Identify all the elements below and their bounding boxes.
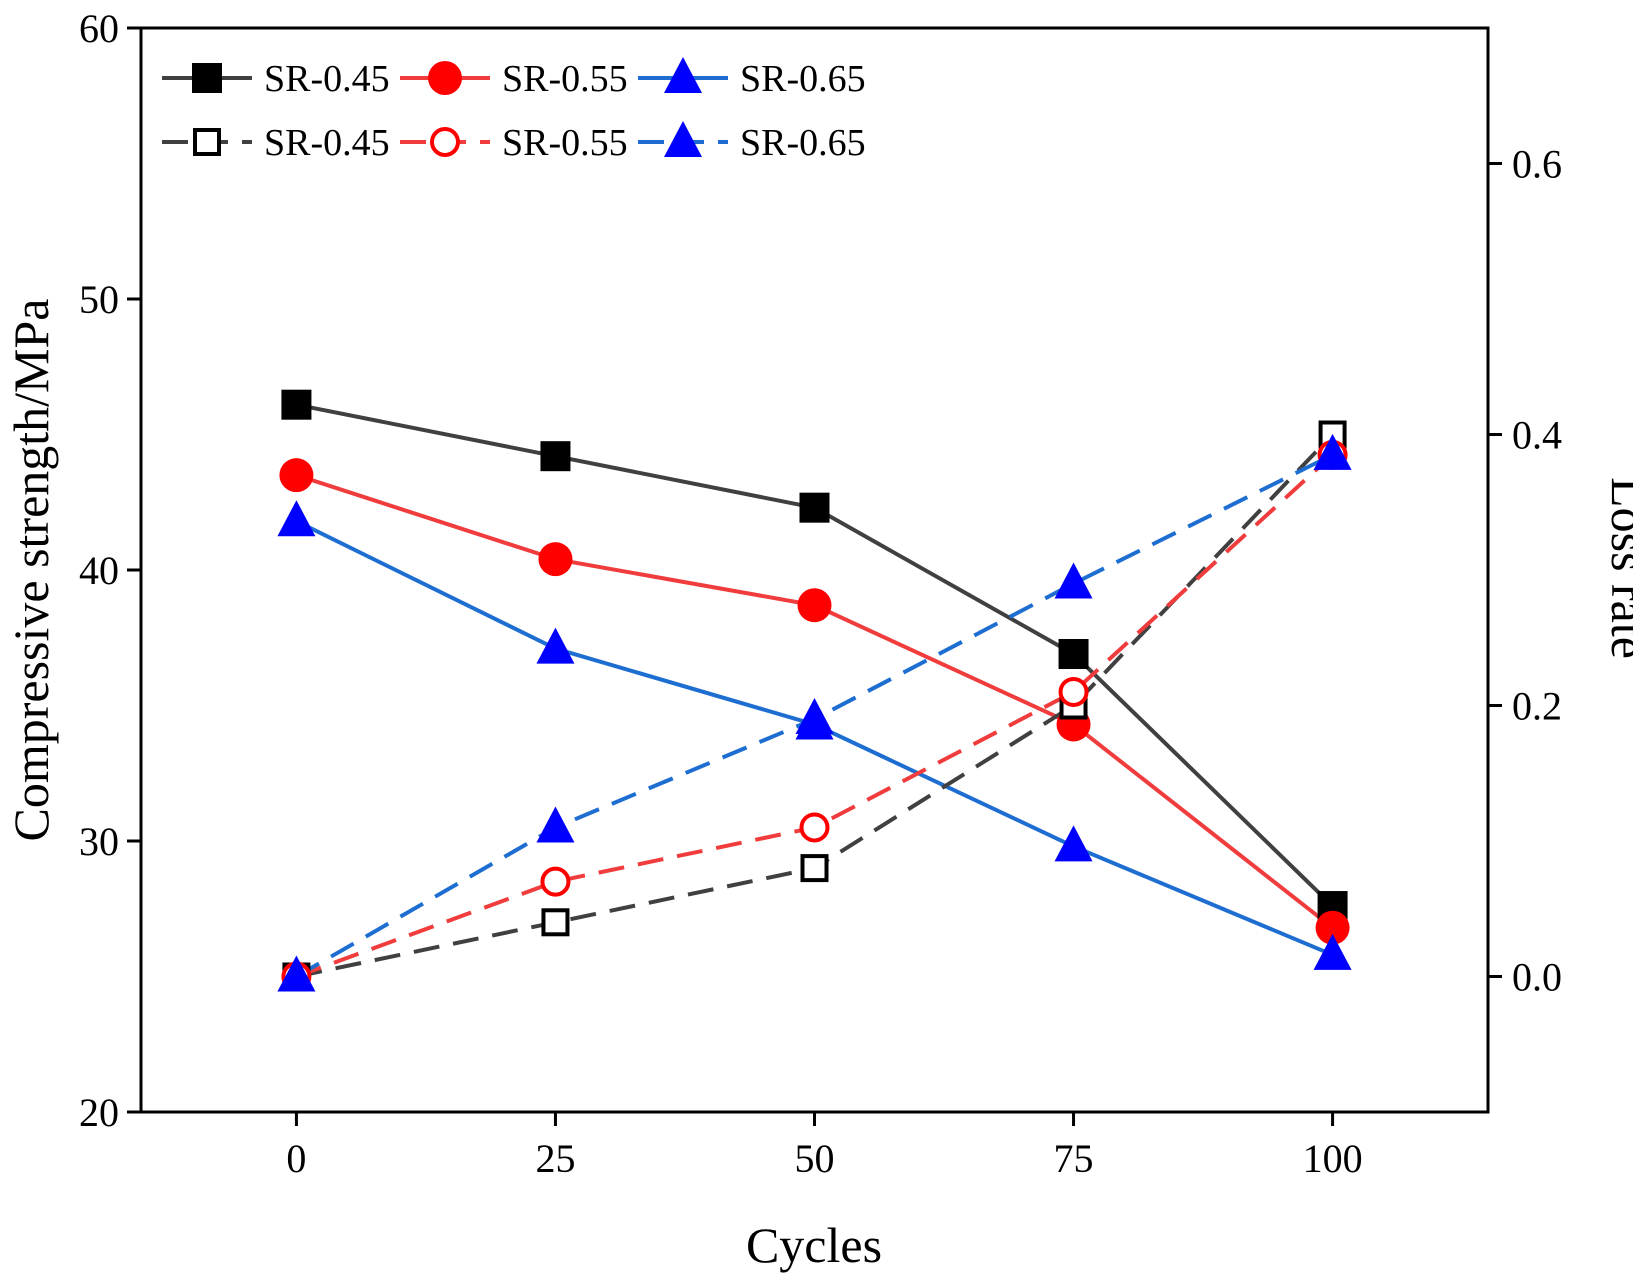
legend-item-SR-0.55-left: SR-0.55 — [400, 58, 628, 100]
legend-item-SR-0.55-right: SR-0.55 — [400, 122, 628, 164]
x-tick-label: 100 — [1303, 1136, 1363, 1181]
data-point-SR-0.45-left — [1058, 639, 1089, 670]
y-axis-right-title: Loss rate — [1601, 477, 1633, 659]
legend-label: SR-0.65 — [740, 58, 866, 100]
y-left-tick-label: 50 — [79, 277, 119, 322]
y-right-tick-label: 0.0 — [1512, 955, 1562, 1000]
legend-label: SR-0.65 — [740, 122, 866, 164]
legend-item-SR-0.65-right: SR-0.65 — [638, 121, 866, 164]
y-axis-left-title: Compressive strength/MPa — [3, 298, 59, 841]
legend-label: SR-0.45 — [264, 58, 390, 100]
data-point-SR-0.65-left — [536, 627, 575, 664]
data-point-SR-0.45-left — [799, 492, 830, 523]
legend-item-SR-0.65-left: SR-0.65 — [638, 57, 866, 100]
y-left-tick-label: 20 — [79, 1090, 119, 1135]
legend-marker — [192, 63, 222, 93]
data-point-SR-0.55-right — [540, 866, 571, 897]
y-right-tick-label: 0.6 — [1512, 142, 1562, 187]
data-point-SR-0.55-right — [799, 812, 830, 843]
data-point-SR-0.45-right — [541, 908, 570, 937]
legend-marker — [430, 127, 460, 157]
legend-label: SR-0.55 — [502, 122, 628, 164]
data-point-SR-0.65-right — [1313, 433, 1352, 470]
x-tick-label: 25 — [535, 1136, 575, 1181]
legend-label: SR-0.45 — [264, 122, 390, 164]
legend-item-SR-0.45-left: SR-0.45 — [162, 58, 390, 100]
legend-label: SR-0.55 — [502, 58, 628, 100]
data-point-SR-0.65-right — [1054, 562, 1093, 599]
data-point-SR-0.45-left — [540, 441, 571, 472]
legend-marker — [664, 121, 702, 157]
data-point-SR-0.65-left — [1313, 933, 1352, 970]
x-tick-label: 0 — [286, 1136, 306, 1181]
x-tick-label: 50 — [795, 1136, 835, 1181]
data-point-SR-0.65-left — [277, 500, 316, 537]
y-left-tick-label: 60 — [79, 6, 119, 51]
data-point-SR-0.65-left — [1054, 825, 1093, 862]
series-lines — [295, 402, 1335, 979]
x-tick-label: 75 — [1054, 1136, 1094, 1181]
data-point-SR-0.45-left — [281, 389, 312, 420]
y-right-tick-label: 0.2 — [1512, 684, 1562, 729]
y-left-tick-label: 40 — [79, 548, 119, 593]
data-point-SR-0.65-right — [795, 698, 834, 735]
legend-marker — [664, 57, 702, 93]
data-point-SR-0.55-left — [279, 458, 314, 493]
data-point-SR-0.55-left — [1315, 910, 1350, 945]
legend-marker — [193, 128, 221, 156]
legend-marker — [428, 61, 462, 95]
x-axis-title: Cycles — [746, 1217, 882, 1273]
data-point-SR-0.55-left — [797, 588, 832, 623]
legend-item-SR-0.45-right: SR-0.45 — [162, 122, 390, 164]
y-right-tick-label: 0.4 — [1512, 413, 1562, 458]
series-markers — [277, 389, 1352, 992]
data-point-SR-0.55-left — [538, 542, 573, 577]
y-left-tick-label: 30 — [79, 819, 119, 864]
data-point-SR-0.45-right — [800, 854, 829, 883]
data-point-SR-0.65-right — [536, 806, 575, 843]
data-point-SR-0.55-right — [1058, 676, 1089, 707]
data-point-SR-0.65-right — [277, 955, 316, 992]
